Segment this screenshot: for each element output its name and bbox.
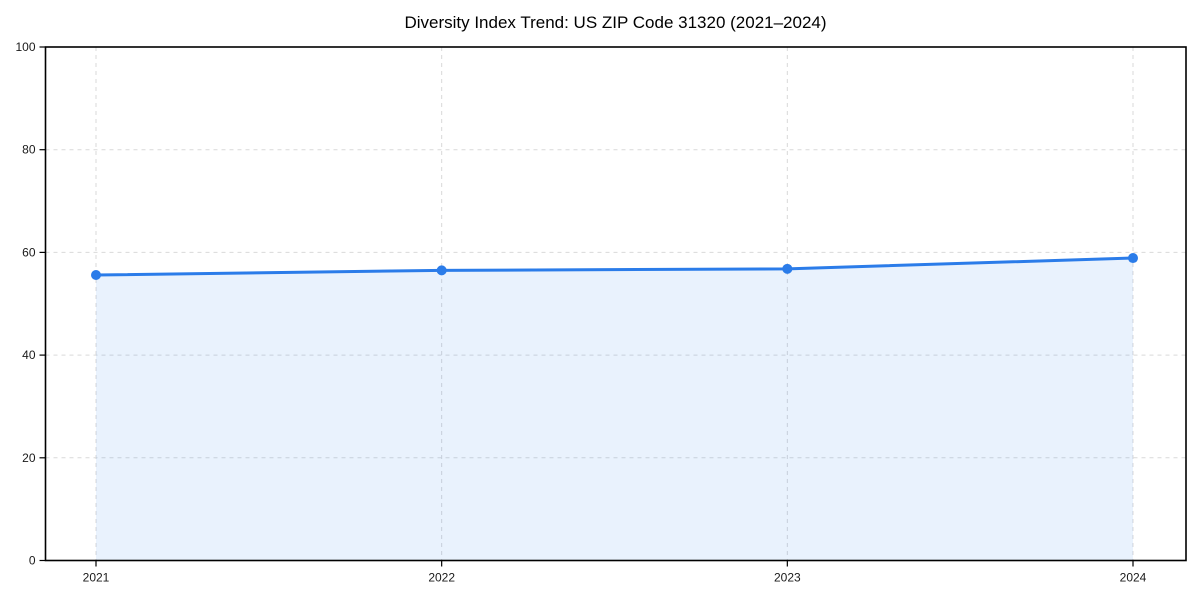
chart-title: Diversity Index Trend: US ZIP Code 31320… (404, 13, 827, 32)
data-point-2023 (782, 263, 793, 274)
plot-border (44, 46, 1187, 562)
data-point-2022 (436, 265, 447, 276)
y-tick-label-60: 60 (22, 245, 36, 259)
data-point-2021 (91, 269, 101, 280)
y-tick-label-20: 20 (22, 451, 36, 465)
x-tick-label-2022: 2022 (428, 571, 455, 585)
y-tick-label-0: 0 (29, 554, 36, 568)
x-tick-label-2021: 2021 (83, 571, 110, 585)
y-tick-label-80: 80 (22, 143, 36, 157)
y-tick-label-40: 40 (22, 348, 36, 362)
data-point-2024 (1128, 253, 1138, 264)
x-tick-label-2024: 2024 (1120, 571, 1147, 585)
x-tick-label-2023: 2023 (774, 571, 801, 585)
area-fill (96, 258, 1133, 561)
trend-line (94, 256, 1135, 277)
y-tick-label-100: 100 (15, 40, 35, 54)
